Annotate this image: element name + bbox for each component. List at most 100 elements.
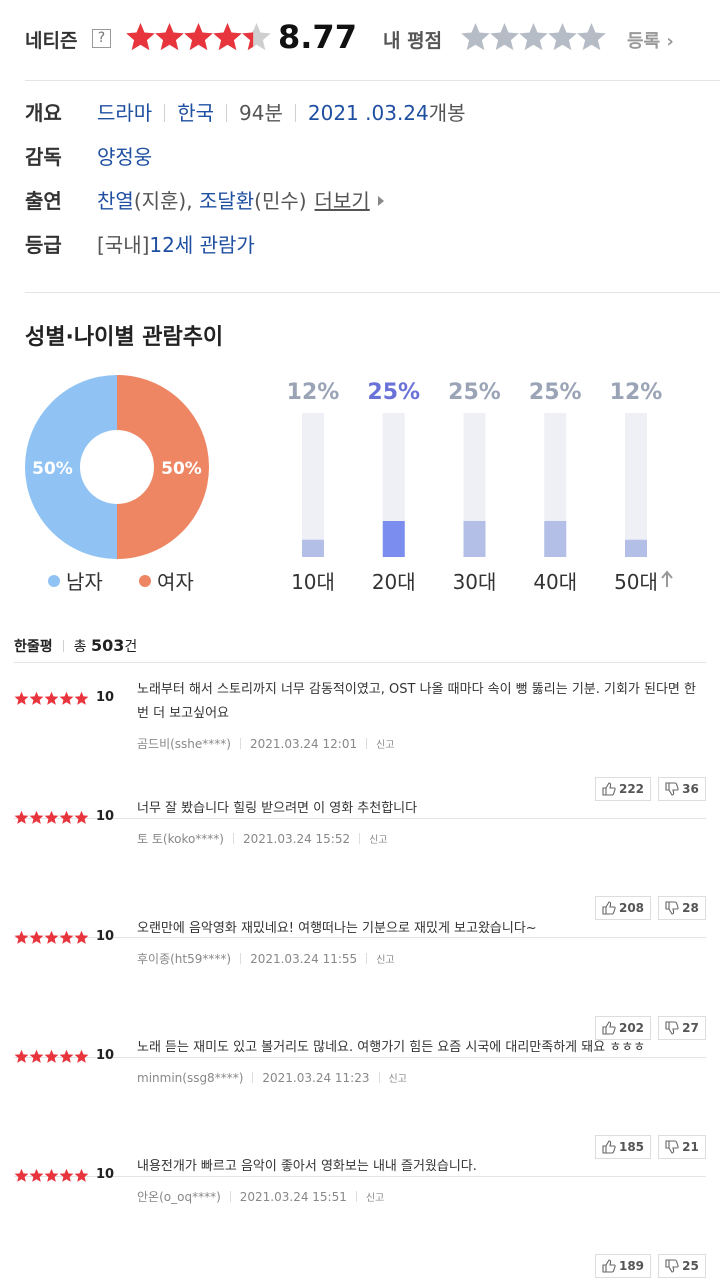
info-link[interactable]: 12세 관람가 xyxy=(149,233,255,257)
review-text: 노래부터 해서 스토리까지 너무 감동적이였고, OST 나올 때마다 속이 뻥… xyxy=(137,682,696,721)
dislike-icon xyxy=(665,1259,679,1273)
help-icon[interactable]: ? xyxy=(92,29,111,48)
dislike-count: 21 xyxy=(682,1139,699,1154)
info-text: (지훈), xyxy=(133,189,199,213)
separator xyxy=(62,640,64,652)
report-link[interactable]: 신고 xyxy=(376,740,395,751)
star xyxy=(29,691,44,705)
like-button[interactable]: 208 xyxy=(595,896,651,921)
review-date: 2021.03.24 12:01 xyxy=(249,737,358,751)
review-date: 2021.03.24 11:23 xyxy=(262,1070,370,1085)
info-values: 찬열(지훈), 조달환(민수) 더보기 xyxy=(97,185,384,214)
info-link[interactable]: 양정웅 xyxy=(97,145,153,169)
like-icon xyxy=(602,1020,616,1035)
section-title: 성별·나이별 관람추이 xyxy=(25,325,224,350)
dislike-button[interactable]: 27 xyxy=(658,1015,706,1040)
stars-filled xyxy=(14,810,89,825)
like-button[interactable]: 185 xyxy=(595,1134,651,1159)
register-text: 등록 xyxy=(627,31,661,52)
bar xyxy=(302,539,324,557)
dislike-count: 25 xyxy=(682,1259,699,1273)
separator xyxy=(355,1191,357,1202)
review-date: 2021.03.24 15:51 xyxy=(239,1190,347,1204)
like-button[interactable]: 189 xyxy=(595,1254,651,1278)
dislike-button[interactable]: 21 xyxy=(658,1134,706,1159)
rating-label: 네티즌 xyxy=(25,30,78,52)
separator xyxy=(233,833,234,845)
review-date: 2021.03.24 11:55 xyxy=(250,951,358,966)
pie-slice xyxy=(25,375,117,559)
x-tick-label: 10대 xyxy=(291,570,335,594)
star xyxy=(44,691,59,705)
bar xyxy=(544,521,567,557)
star xyxy=(74,810,89,825)
dislike-button[interactable]: 25 xyxy=(658,1254,706,1278)
total-prefix: 총 xyxy=(73,639,87,655)
info-link[interactable]: 찬열 xyxy=(97,189,134,213)
info-link[interactable]: 조달환 xyxy=(198,189,255,213)
info-text: [국내] xyxy=(97,233,150,257)
my-rating-stars[interactable] xyxy=(461,22,609,56)
info-text: 개봉 xyxy=(428,101,466,125)
review-text: 내용전개가 빠르고 음악이 좋아서 영화보는 내내 즐거웠습니다. xyxy=(137,1159,477,1174)
review-text: 노래 듣는 재미도 있고 볼거리도 많네요. 여행가기 힘든 요즘 시국에 대리… xyxy=(137,1039,646,1055)
like-button[interactable]: 222 xyxy=(595,777,651,801)
info-values: 양정웅 xyxy=(97,141,152,170)
star xyxy=(59,930,74,944)
info-link[interactable]: 드라마 xyxy=(97,101,153,125)
review-author: 안온(o_oq****) xyxy=(137,1190,221,1204)
icon-path xyxy=(665,1140,679,1154)
arrow-up-icon xyxy=(661,570,673,587)
review-score: 10 xyxy=(96,809,115,825)
report-link[interactable]: 신고 xyxy=(388,1073,407,1085)
review-body: 노래부터 해서 스토리까지 너무 감동적이였고, OST 나올 때마다 속이 뻥… xyxy=(137,678,697,758)
register-link[interactable]: 등록 › xyxy=(627,31,674,52)
review-author: 후이종(ht59****) xyxy=(137,951,232,966)
review-stars xyxy=(14,691,89,705)
report-link[interactable]: 신고 xyxy=(369,835,388,847)
dislike-button[interactable]: 28 xyxy=(658,896,706,921)
bar xyxy=(463,521,486,557)
star xyxy=(74,1049,89,1063)
dislike-count: 27 xyxy=(682,1020,699,1035)
bar-label: 25% xyxy=(367,380,420,405)
review-body: 내용전개가 빠르고 음악이 좋아서 영화보는 내내 즐거웠습니다. 안온(o_oq… xyxy=(137,1155,697,1211)
rating-stars xyxy=(126,23,271,51)
review-score: 10 xyxy=(96,1047,115,1063)
star xyxy=(29,930,44,944)
dislike-icon xyxy=(665,1020,679,1035)
separator xyxy=(378,1071,380,1083)
x-tick-label: 50대 xyxy=(614,570,658,594)
like-button[interactable]: 202 xyxy=(595,1015,651,1040)
separator xyxy=(239,738,241,749)
slice-label: 50% xyxy=(32,459,73,479)
bar-track xyxy=(625,413,647,557)
legend-dot xyxy=(139,575,151,587)
info-label: 출연 xyxy=(25,189,62,213)
separator xyxy=(252,1071,254,1083)
legend-label: 남자 xyxy=(66,570,103,594)
star xyxy=(74,1168,89,1182)
bar-label: 25% xyxy=(448,380,501,405)
review-author: 토 토(koko****) xyxy=(137,832,224,847)
info-link[interactable]: 한국 xyxy=(177,101,215,125)
my-rating-label: 내 평점 xyxy=(383,30,443,52)
like-count: 208 xyxy=(618,901,645,916)
dislike-button[interactable]: 36 xyxy=(658,777,706,801)
more-link[interactable]: 더보기 xyxy=(314,189,370,213)
divider xyxy=(25,80,720,81)
report-link[interactable]: 신고 xyxy=(376,954,395,966)
star xyxy=(29,810,44,825)
review-score: 10 xyxy=(96,928,115,944)
dislike-icon xyxy=(665,901,679,915)
legend-dot xyxy=(48,575,60,587)
review-author: minmin(ssg8****) xyxy=(137,1070,244,1085)
review-author: 곰드비(sshe****) xyxy=(137,737,231,751)
info-values: 드라마 한국 94분 2021 .03.24개봉 xyxy=(97,97,466,126)
star xyxy=(29,1049,44,1063)
icon-path xyxy=(602,1020,616,1035)
star xyxy=(74,930,89,944)
info-link[interactable]: 2021 .03.24 xyxy=(307,101,429,125)
report-link[interactable]: 신고 xyxy=(365,1193,385,1204)
